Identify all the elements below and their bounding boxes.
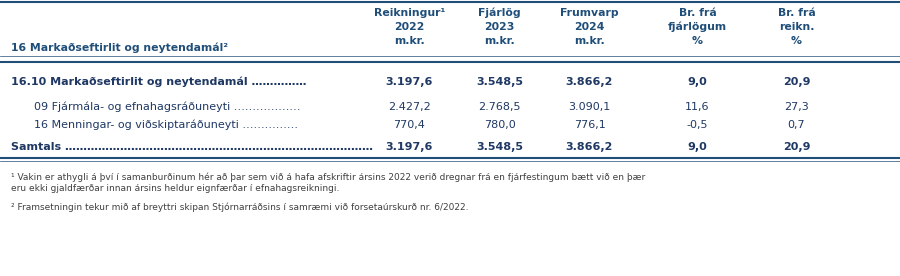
Text: 16.10 Markaðseftirlit og neytendamál ……………: 16.10 Markaðseftirlit og neytendamál ………… (11, 77, 306, 87)
Text: 3.548,5: 3.548,5 (476, 77, 523, 87)
Text: Br. frá: Br. frá (679, 8, 716, 18)
Text: %: % (692, 36, 703, 46)
Text: ¹ Vakin er athygli á því í samanburðinum hér að þar sem við á hafa afskriftir ár: ¹ Vakin er athygli á því í samanburðinum… (11, 172, 645, 193)
Text: 770,4: 770,4 (393, 120, 426, 130)
Text: fjárlögum: fjárlögum (668, 22, 727, 32)
Text: 2024: 2024 (574, 22, 605, 32)
Text: m.kr.: m.kr. (574, 36, 605, 46)
Text: Frumvarp: Frumvarp (560, 8, 619, 18)
Text: Reikningur¹: Reikningur¹ (374, 8, 446, 18)
Text: 0,7: 0,7 (788, 120, 806, 130)
Text: ² Framsetningin tekur mið af breyttri skipan Stjórnarráðsins í samræmi við forse: ² Framsetningin tekur mið af breyttri sk… (11, 202, 468, 211)
Text: 780,0: 780,0 (483, 120, 516, 130)
Text: 3.548,5: 3.548,5 (476, 142, 523, 152)
Text: 09 Fjármála- og efnahagsráðuneyti ………………: 09 Fjármála- og efnahagsráðuneyti ……………… (27, 102, 301, 112)
Text: 11,6: 11,6 (685, 102, 710, 112)
Text: Samtals …………………………………………………………………………: Samtals ………………………………………………………………………… (11, 142, 373, 152)
Text: 20,9: 20,9 (783, 77, 810, 87)
Text: 9,0: 9,0 (688, 77, 707, 87)
Text: 3.197,6: 3.197,6 (386, 142, 433, 152)
Text: 2023: 2023 (484, 22, 515, 32)
Text: 2.768,5: 2.768,5 (478, 102, 521, 112)
Text: 9,0: 9,0 (688, 142, 707, 152)
Text: 3.866,2: 3.866,2 (566, 77, 613, 87)
Text: %: % (791, 36, 802, 46)
Text: 16 Menningar- og viðskiptaráðuneyti ……………: 16 Menningar- og viðskiptaráðuneyti …………… (27, 120, 298, 130)
Text: Fjárlög: Fjárlög (478, 8, 521, 18)
Text: 3.090,1: 3.090,1 (569, 102, 610, 112)
Text: 2022: 2022 (394, 22, 425, 32)
Text: 2.427,2: 2.427,2 (388, 102, 431, 112)
Text: 16 Markaðseftirlit og neytendamál²: 16 Markaðseftirlit og neytendamál² (11, 43, 228, 53)
Text: 3.866,2: 3.866,2 (566, 142, 613, 152)
Text: 20,9: 20,9 (783, 142, 810, 152)
Text: 27,3: 27,3 (784, 102, 809, 112)
Text: 776,1: 776,1 (573, 120, 606, 130)
Text: Br. frá: Br. frá (778, 8, 815, 18)
Text: m.kr.: m.kr. (484, 36, 515, 46)
Text: m.kr.: m.kr. (394, 36, 425, 46)
Text: reikn.: reikn. (778, 22, 814, 32)
Text: -0,5: -0,5 (687, 120, 708, 130)
Text: 3.197,6: 3.197,6 (386, 77, 433, 87)
